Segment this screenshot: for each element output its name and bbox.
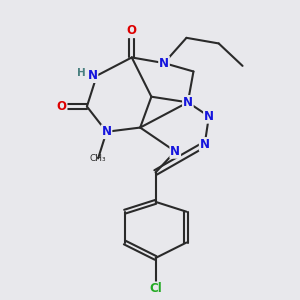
- Text: Cl: Cl: [149, 282, 162, 295]
- Text: N: N: [101, 125, 112, 138]
- Text: O: O: [57, 100, 67, 113]
- Text: O: O: [127, 24, 137, 37]
- Text: N: N: [88, 69, 98, 82]
- Text: H: H: [77, 68, 86, 78]
- Text: N: N: [159, 57, 169, 70]
- Text: N: N: [204, 110, 214, 123]
- Text: N: N: [170, 145, 180, 158]
- Text: N: N: [183, 96, 193, 109]
- Text: N: N: [200, 138, 210, 151]
- Text: CH₃: CH₃: [90, 154, 106, 163]
